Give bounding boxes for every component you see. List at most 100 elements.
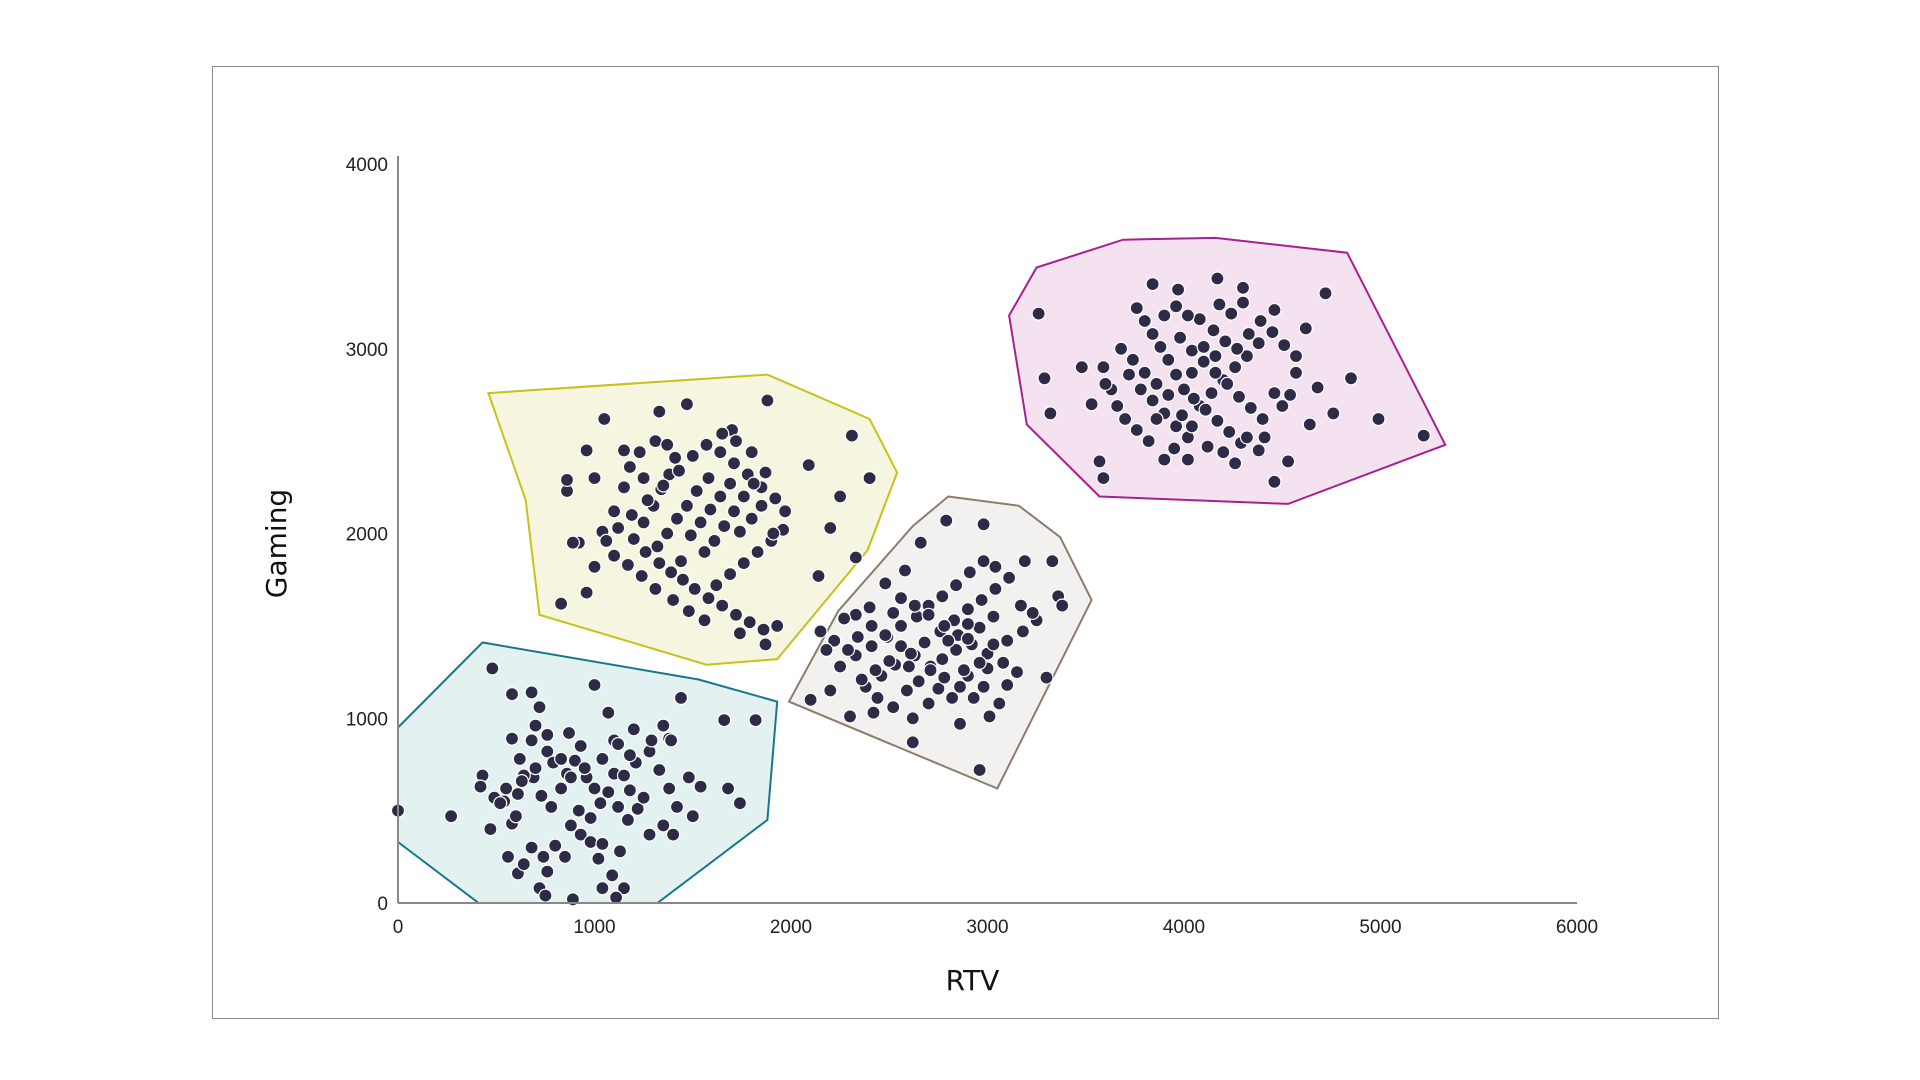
cluster-3-point — [1017, 554, 1032, 569]
cluster-4-point — [1172, 330, 1188, 345]
cluster-4-point — [1251, 443, 1266, 458]
cluster-4-point — [1043, 406, 1058, 421]
cluster-3-point — [972, 762, 987, 778]
cluster-2-point — [624, 507, 639, 523]
cluster-3-point — [905, 735, 920, 750]
cluster-2-point — [679, 397, 695, 412]
cluster-3-point — [836, 611, 852, 626]
cluster-1-point — [577, 760, 592, 776]
cluster-3-point — [1055, 598, 1070, 613]
cluster-1-point — [567, 753, 583, 768]
cluster-4-point — [1212, 297, 1227, 312]
x-tick-label: 2000 — [770, 917, 812, 938]
cluster-4-point — [1133, 382, 1148, 397]
cluster-1-point — [622, 748, 638, 763]
cluster-4-point — [1141, 434, 1156, 449]
cluster-4-point — [1200, 439, 1215, 454]
cluster-3-point — [842, 709, 858, 724]
cluster-2-point — [742, 615, 757, 630]
cluster-2-point — [707, 533, 722, 549]
cluster-4-point — [1196, 339, 1211, 354]
cluster-2-point — [669, 511, 685, 526]
cluster-3-point — [972, 620, 987, 635]
cluster-1-point — [485, 661, 500, 676]
cluster-3-point — [1039, 670, 1054, 685]
cluster-4-point — [1096, 471, 1111, 486]
y-tick-label: 1000 — [346, 709, 388, 730]
cluster-2-point — [832, 489, 848, 504]
cluster-4-point — [1326, 406, 1341, 421]
cluster-2-point — [620, 557, 636, 573]
cluster-1-point — [514, 773, 529, 789]
cluster-4-point — [1117, 411, 1133, 427]
cluster-4-point — [1216, 445, 1231, 460]
cluster-2-point — [656, 478, 671, 493]
cluster-2-point — [685, 448, 700, 463]
cluster-1-point — [612, 844, 628, 859]
cluster-3-point — [921, 607, 936, 622]
cluster-2-point — [701, 471, 716, 486]
cluster-4-point — [1210, 271, 1225, 286]
cluster-2-point — [750, 544, 765, 560]
cluster-1-point — [583, 834, 598, 850]
cluster-3-point — [976, 679, 991, 694]
cluster-4-point — [1180, 308, 1196, 323]
cluster-3-point — [937, 618, 952, 634]
cluster-4-point — [1153, 339, 1168, 354]
cluster-1-point — [510, 786, 526, 802]
cluster-1-point — [656, 818, 671, 833]
cluster-4-point — [1239, 430, 1255, 445]
cluster-2-point — [848, 550, 863, 565]
cluster-3-point — [823, 683, 838, 698]
cluster-4-point — [1298, 321, 1313, 336]
cluster-4-point — [1084, 397, 1099, 412]
cluster-2-point — [648, 434, 663, 449]
cluster-1-point — [673, 690, 689, 706]
y-axis-title: Gaming — [260, 489, 293, 598]
cluster-3-point — [840, 642, 856, 658]
cluster-3-point — [923, 663, 938, 678]
cluster-3-point — [819, 642, 834, 658]
cluster-4-point — [1174, 408, 1190, 423]
cluster-4-point — [1288, 365, 1304, 380]
cluster-4-point — [1239, 349, 1255, 364]
cluster-1-point — [512, 751, 527, 767]
cluster-4-point — [1180, 452, 1196, 467]
cluster-4-point — [1227, 360, 1243, 375]
cluster-2-point — [844, 428, 860, 443]
cluster-4-point — [1098, 376, 1113, 391]
axes — [397, 156, 1577, 904]
cluster-1-point — [605, 868, 620, 883]
cluster-2-point — [717, 518, 732, 534]
cluster-1-point — [595, 836, 610, 852]
cluster-4-point — [1318, 286, 1333, 301]
cluster-1-point — [595, 881, 610, 896]
cluster-4-point — [1184, 419, 1200, 434]
cluster-4-point — [1208, 365, 1223, 380]
cluster-2-point — [758, 465, 773, 480]
cluster-4-point — [1137, 313, 1152, 329]
cluster-2-point — [699, 437, 714, 452]
cluster-4-point — [1157, 308, 1172, 323]
cluster-2-point — [709, 578, 724, 593]
cluster-3-point — [992, 696, 1007, 711]
cluster-2-point — [606, 504, 622, 519]
cluster-4-point — [1241, 326, 1256, 342]
x-tick-label: 1000 — [573, 917, 615, 938]
cluster-2-point — [758, 637, 773, 652]
cluster-2-point — [732, 524, 748, 539]
cluster-1-point — [524, 840, 539, 855]
cluster-4-point — [1229, 341, 1245, 356]
y-tick-labels: 0 1000 2000 3000 4000 — [346, 155, 388, 915]
cluster-4-point — [1157, 452, 1172, 467]
cluster-2-point — [697, 544, 712, 560]
cluster-4-point — [1208, 349, 1223, 364]
cluster-4-point — [1096, 360, 1111, 375]
cluster-3-point — [882, 653, 897, 669]
cluster-3-point — [952, 716, 968, 731]
cluster-1-point — [528, 760, 543, 776]
cluster-1-point — [444, 809, 459, 824]
cluster-2-point — [587, 471, 602, 486]
cluster-2-point — [777, 504, 793, 519]
cluster-3-point — [827, 633, 842, 648]
